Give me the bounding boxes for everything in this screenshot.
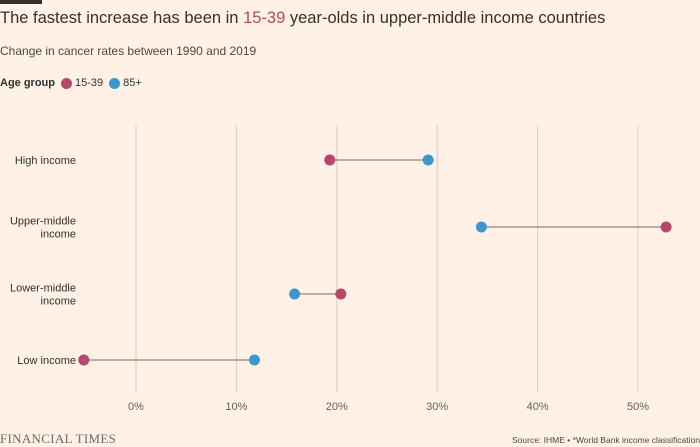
legend-item-15-39: 15-39 bbox=[61, 77, 103, 89]
category-label: High income bbox=[15, 155, 76, 167]
x-tick-label: 0% bbox=[128, 401, 144, 413]
top-accent-bar bbox=[0, 0, 42, 4]
legend-label-15-39: 15-39 bbox=[75, 77, 104, 89]
legend-swatch-15-39 bbox=[61, 77, 72, 89]
x-tick-label: 40% bbox=[527, 401, 549, 413]
category-label: income bbox=[41, 229, 76, 241]
dot-15-39 bbox=[335, 288, 347, 300]
ft-logo: FINANCIAL TIMES bbox=[0, 431, 117, 446]
legend: Age group 15-39 85+ bbox=[0, 77, 148, 89]
chart-subtitle: Change in cancer rates between 1990 and … bbox=[0, 44, 257, 58]
legend-swatch-85-plus bbox=[109, 77, 121, 89]
x-tick-label: 50% bbox=[627, 401, 649, 413]
dot-85-plus bbox=[422, 154, 434, 166]
category-label: Low income bbox=[17, 355, 76, 367]
source-note: Source: IHME • *World Bank income classi… bbox=[511, 435, 700, 445]
x-tick-label: 20% bbox=[326, 401, 348, 413]
title-highlight: 15-39 bbox=[243, 9, 286, 27]
x-tick-label: 10% bbox=[225, 401, 247, 413]
dot-15-39 bbox=[324, 154, 336, 166]
legend-title: Age group bbox=[0, 77, 55, 89]
legend-label-85-plus: 85+ bbox=[123, 77, 142, 89]
chart-title: The fastest increase has been in 15-39 y… bbox=[0, 9, 605, 28]
legend-item-85-plus: 85+ bbox=[109, 77, 142, 89]
category-label: Upper-middle bbox=[10, 216, 76, 228]
category-label: income bbox=[41, 296, 76, 308]
dot-85-plus bbox=[248, 354, 260, 366]
dot-85-plus bbox=[475, 221, 487, 233]
title-suffix: year-olds in upper-middle income countri… bbox=[285, 9, 606, 27]
x-tick-label: 30% bbox=[426, 401, 448, 413]
category-label: Lower-middle bbox=[10, 283, 76, 295]
dot-15-39 bbox=[78, 354, 90, 366]
title-prefix: The fastest increase has been in bbox=[0, 9, 244, 27]
dot-85-plus bbox=[289, 288, 301, 300]
dot-15-39 bbox=[660, 221, 672, 233]
